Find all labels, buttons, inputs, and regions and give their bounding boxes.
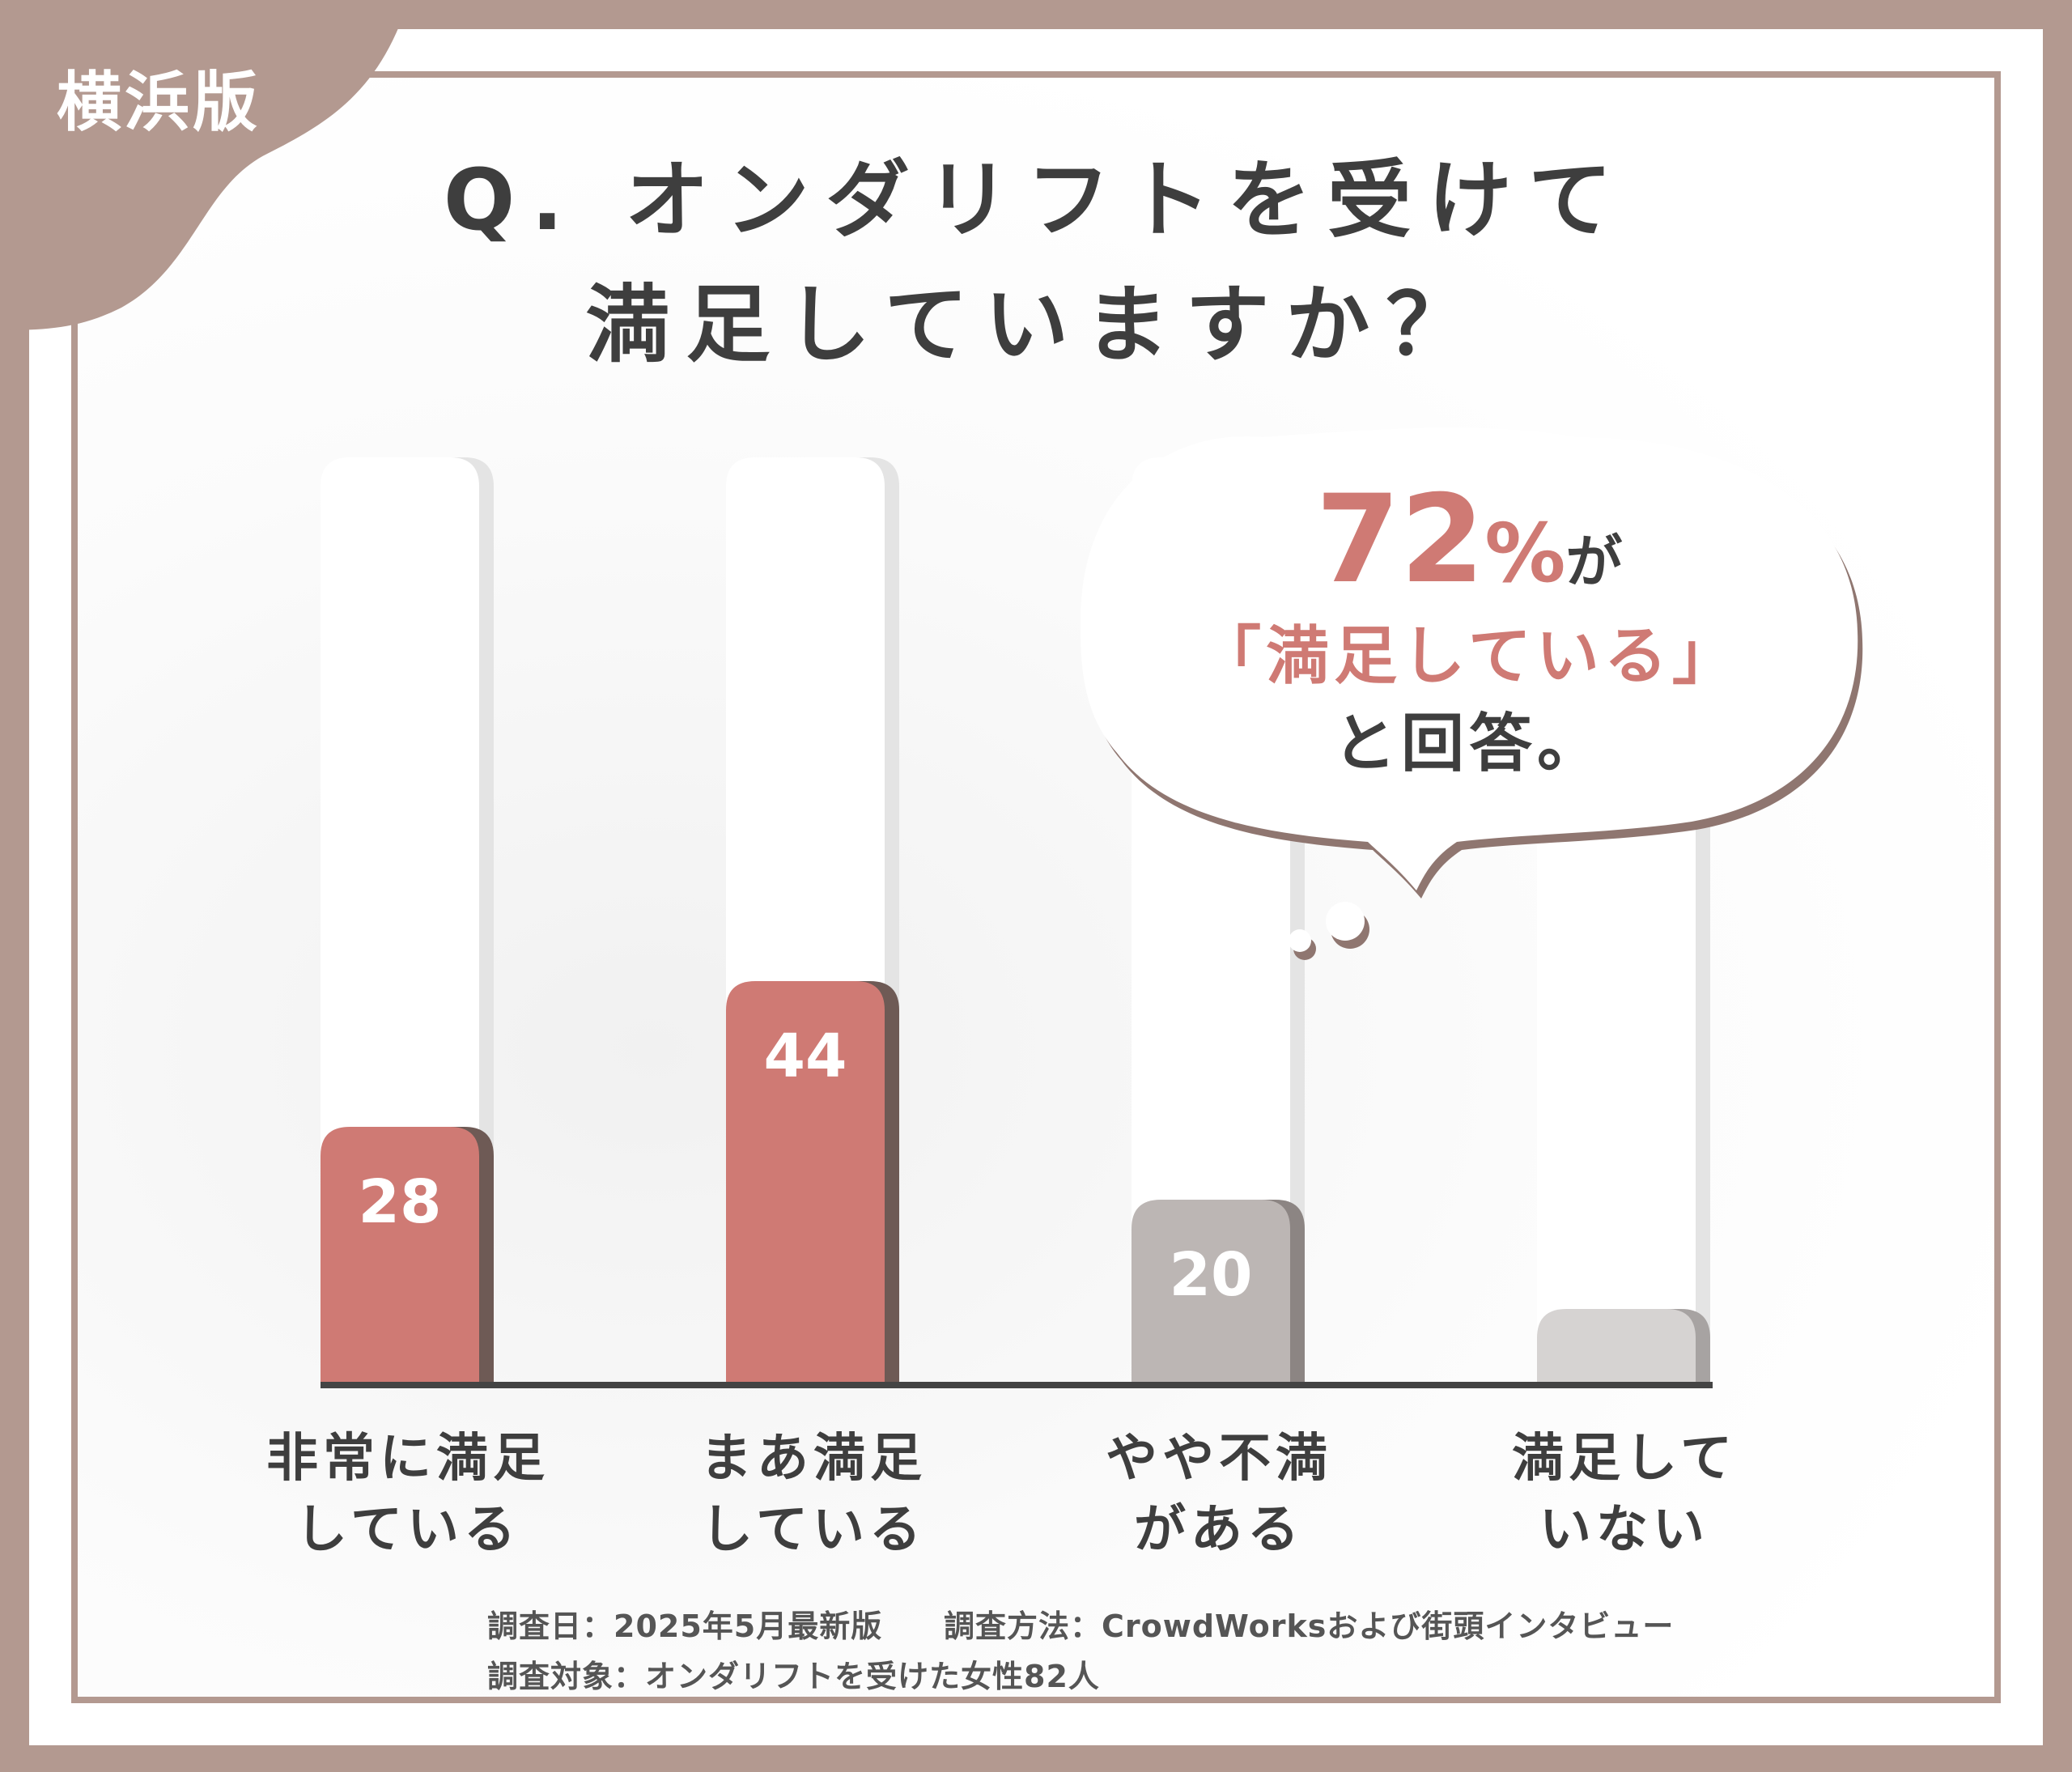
callout-quote: 「満足している」	[1198, 620, 1740, 693]
thought-dot-small	[1289, 929, 1311, 952]
bar	[321, 1127, 479, 1382]
category-label: 非常に満足	[266, 1429, 550, 1489]
thought-dot-large	[1326, 902, 1365, 941]
callout-suffix: が	[1565, 529, 1623, 595]
survey-date-note: 調査日：2025年5月最新版	[487, 1608, 883, 1644]
bar	[726, 981, 885, 1382]
corner-badge	[0, 0, 409, 330]
bar-series: 28 44 20 8	[321, 981, 1710, 1382]
bar-value-label: 44	[764, 1022, 847, 1091]
category-label: している	[701, 1500, 926, 1560]
callout-headline: 72%が	[1076, 470, 1862, 610]
question-title-line1: Q. オンダリフトを受けて	[443, 151, 1629, 249]
callout-percent-symbol: %	[1484, 506, 1566, 601]
category-label: している	[295, 1500, 520, 1560]
callout-answer: と回答。	[1332, 708, 1605, 780]
region-badge-label: 横浜版	[57, 65, 261, 140]
bar	[1537, 1309, 1696, 1382]
category-label: いない	[1539, 1500, 1709, 1560]
bar	[1132, 1200, 1290, 1382]
survey-method-note: 調査方法：CrowdWorksおよび街頭インタビュー	[944, 1608, 1675, 1644]
category-label: まあ満足	[700, 1429, 927, 1489]
category-label: やや不満	[1106, 1429, 1332, 1489]
bar-value-label: 8	[1595, 1243, 1637, 1312]
question-title-line2: 満足していますか？	[585, 275, 1487, 374]
category-label: 満足して	[1512, 1429, 1737, 1489]
callout-percent-value: 72	[1315, 470, 1485, 610]
survey-target-note: 調査対象：オンダリフトを受けた女性82人	[487, 1659, 1100, 1694]
bar-value-label: 20	[1170, 1240, 1253, 1310]
category-label: がある	[1134, 1500, 1304, 1560]
bar-value-label: 28	[359, 1167, 442, 1237]
